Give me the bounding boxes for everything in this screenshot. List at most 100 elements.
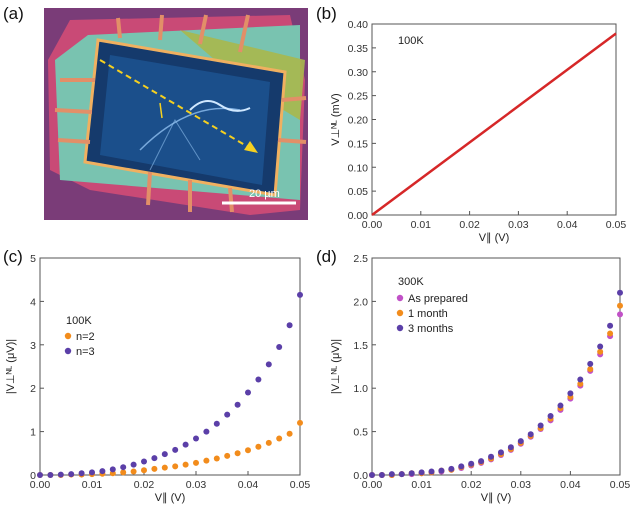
point-c-s1 — [151, 455, 158, 462]
point-c-s0 — [151, 465, 158, 472]
point-d-s2 — [597, 343, 604, 350]
legend-marker-c — [64, 347, 72, 355]
point-d-s2 — [369, 472, 375, 478]
point-c-s0 — [172, 463, 179, 470]
point-c-s1 — [141, 458, 147, 465]
annotation-d: 300K — [398, 276, 424, 288]
annotation-c: 100K — [66, 315, 92, 327]
point-d-s2 — [587, 360, 594, 367]
chart-d: 0.00 0.01 0.02 0.03 0.04 0.05 0.0 0.5 1.0 1.5 2.0 2… — [330, 253, 630, 504]
point-c-s1 — [89, 469, 95, 476]
point-c-s1 — [245, 389, 251, 396]
point-d-s2 — [378, 472, 385, 478]
point-c-s1 — [57, 471, 64, 478]
point-c-s0 — [203, 457, 210, 464]
y-tick-label-b: 0.10 — [348, 162, 369, 174]
microscope-image — [44, 8, 308, 220]
legend-marker-d — [396, 294, 404, 302]
x-tick-label-d: 0.05 — [610, 479, 631, 491]
point-c-s1 — [203, 428, 210, 435]
point-c-s1 — [182, 441, 189, 448]
y-axis-label-c: |V⊥ᴺᴸ (μV)| — [5, 339, 17, 394]
point-c-s0 — [130, 468, 137, 475]
panel-label-c: (c) — [3, 247, 23, 266]
point-c-s1 — [130, 461, 137, 468]
legend-label-d: 3 months — [408, 323, 454, 335]
point-d-s2 — [428, 468, 435, 475]
point-c-s0 — [245, 447, 251, 454]
point-c-s0 — [224, 452, 231, 459]
y-tick-label-b: 0.35 — [348, 43, 369, 55]
x-tick-label-b: 0.03 — [508, 219, 529, 231]
x-tick-label-b: 0.01 — [411, 219, 432, 231]
point-d-s1 — [607, 330, 614, 337]
y-axis-label-d: |V⊥ᴺᴸ (μV)| — [330, 339, 342, 394]
point-d-s2 — [388, 471, 395, 478]
point-d-s2 — [507, 444, 514, 451]
point-d-s2 — [488, 453, 495, 460]
x-axis-label-d: V∥ (V) — [481, 492, 512, 504]
point-c-s0 — [182, 461, 189, 468]
point-c-s0 — [193, 459, 199, 466]
y-tick-label-b: 0.00 — [348, 210, 369, 222]
point-d-s2 — [478, 458, 485, 465]
legend-label-c: n=2 — [76, 331, 95, 343]
y-axis-label-b: V⊥ᴺᴸ (mV) — [330, 93, 342, 145]
point-c-s0 — [276, 435, 283, 442]
point-c-s1 — [37, 472, 43, 478]
point-c-s0 — [234, 450, 241, 457]
point-c-s0 — [213, 455, 220, 462]
x-axis-label-b: V∥ (V) — [479, 232, 510, 244]
point-d-s1 — [587, 366, 594, 373]
point-d-s2 — [547, 412, 554, 419]
legend-label-d: As prepared — [408, 293, 468, 305]
y-tick-label-c: 1 — [30, 427, 36, 439]
y-tick-label-c: 2 — [30, 383, 36, 395]
x-tick-label-d: 0.00 — [362, 479, 383, 491]
x-tick-label-b: 0.05 — [606, 219, 627, 231]
point-d-s0 — [617, 311, 623, 318]
point-d-s2 — [617, 289, 623, 296]
x-tick-label-c: 0.02 — [134, 479, 155, 491]
panel-label-a: (a) — [3, 4, 24, 23]
legend-marker-c — [64, 332, 72, 340]
x-tick-label-b: 0.04 — [557, 219, 578, 231]
x-tick-label-d: 0.04 — [560, 479, 581, 491]
y-tick-label-d: 0.5 — [353, 427, 368, 439]
x-tick-label-d: 0.03 — [511, 479, 532, 491]
point-d-s2 — [517, 438, 524, 445]
legend-label-d: 1 month — [408, 308, 448, 320]
point-d-s2 — [527, 431, 534, 438]
x-tick-label-b: 0.02 — [459, 219, 480, 231]
point-d-s2 — [497, 449, 504, 456]
x-tick-label-d: 0.01 — [411, 479, 432, 491]
scale-bar-label: 20 µm — [249, 188, 280, 200]
legend-marker-d — [396, 324, 404, 332]
point-c-s1 — [276, 343, 283, 350]
point-d-s2 — [398, 471, 405, 478]
legend-label-c: n=3 — [76, 346, 95, 358]
point-c-s1 — [109, 466, 116, 473]
point-c-s1 — [68, 471, 75, 478]
legend-marker-d — [396, 309, 404, 317]
y-tick-label-b: 0.05 — [348, 186, 369, 198]
y-tick-label-c: 4 — [30, 296, 36, 308]
point-d-s2 — [458, 463, 465, 470]
point-c-s0 — [161, 464, 168, 471]
annotation-b: 100K — [398, 35, 424, 47]
point-d-s2 — [408, 470, 415, 477]
point-d-s2 — [418, 469, 425, 476]
point-c-s0 — [255, 443, 262, 450]
point-c-s1 — [297, 291, 303, 298]
point-c-s1 — [120, 464, 127, 471]
point-c-s1 — [47, 472, 54, 478]
panel-label-b: (b) — [316, 4, 337, 23]
point-c-s0 — [265, 439, 272, 446]
point-c-s0 — [141, 467, 147, 474]
panel-label-d: (d) — [316, 247, 337, 266]
y-tick-label-b: 0.40 — [348, 19, 369, 31]
y-tick-label-d: 2.0 — [353, 296, 368, 308]
plot-frame-d — [371, 257, 621, 476]
point-d-s2 — [567, 390, 574, 397]
x-tick-label-c: 0.00 — [30, 479, 51, 491]
